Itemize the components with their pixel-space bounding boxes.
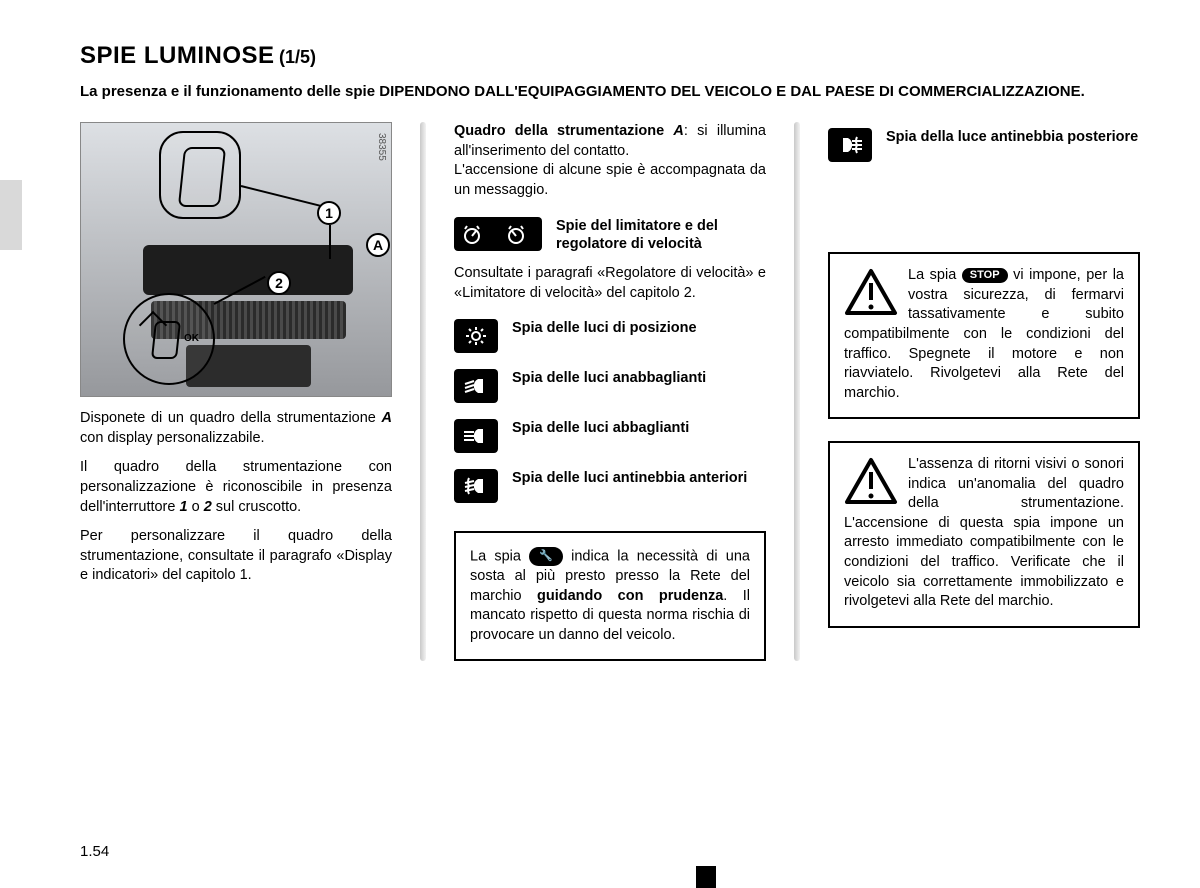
callout-1: 1 (317, 201, 341, 225)
speed-limiter-icon (454, 217, 542, 251)
icon-row-lowbeam: Spia delle luci anabbaglianti (454, 369, 766, 403)
warning-box-feedback: L'assenza di ritorni visivi o sonori ind… (828, 441, 1140, 628)
content-columns: 38355 1 2 A Disponete di un quadro della… (80, 122, 1140, 661)
thumb-tab (0, 180, 22, 250)
title-paren: (1/5) (279, 47, 316, 67)
text: La spia (470, 549, 529, 565)
footer-crop-mark (696, 866, 716, 888)
icon-row-fogrear: Spia della luce antinebbia posteriore (828, 128, 1140, 162)
speed-label: Spie del limitatore e del regolatore di … (556, 217, 766, 255)
bold: guidando con prudenza (537, 588, 723, 604)
fogfront-label: Spia delle luci antinebbia anteriori (512, 469, 766, 488)
fog-rear-icon (828, 128, 872, 162)
icon-row-fogfront: Spia delle luci antinebbia anteriori (454, 469, 766, 503)
col2-intro: Quadro della strumentazione A: si illumi… (454, 122, 766, 200)
dash-screen (143, 245, 353, 295)
text: Disponete di un quadro della strumentazi… (80, 410, 382, 426)
col1-para3: Per personalizzare il quadro della strum… (80, 527, 392, 586)
lowbeam-label: Spia delle luci anabbaglianti (512, 369, 766, 388)
col1-para1: Disponete di un quadro della strumentazi… (80, 409, 392, 448)
text: La spia (908, 267, 962, 283)
ref-1: 1 (179, 499, 187, 515)
title-main: SPIE LUMINOSE (80, 42, 275, 69)
text: sul cruscotto. (212, 499, 301, 515)
warning-triangle-icon (844, 457, 898, 505)
dashboard-photo: 38355 1 2 A (80, 122, 392, 397)
low-beam-icon (454, 369, 498, 403)
column-divider (794, 122, 800, 661)
col1-para2: Il quadro della strumentazione con perso… (80, 458, 392, 517)
warning-feedback-text: L'assenza di ritorni visivi o sonori ind… (844, 455, 1124, 612)
photo-id: 38355 (376, 133, 387, 161)
icon-row-speed: Spie del limitatore e del regolatore di … (454, 217, 766, 255)
position-label: Spia delle luci di posizione (512, 319, 766, 338)
wrench-icon: 🔧 (529, 547, 563, 566)
position-lights-icon (454, 319, 498, 353)
warning-stop-text: La spia STOP vi impone, per la vostra si… (844, 266, 1124, 403)
service-info-box: La spia 🔧 indica la necessità di una sos… (454, 531, 766, 661)
warning-triangle-icon (844, 268, 898, 316)
warning-box-stop: La spia STOP vi impone, per la vostra si… (828, 252, 1140, 419)
text: L'accensione di alcune spie è accompagna… (454, 162, 766, 198)
column-1: 38355 1 2 A Disponete di un quadro della… (80, 122, 392, 661)
service-text: La spia 🔧 indica la necessità di una sos… (470, 547, 750, 645)
ref-A: A (382, 410, 392, 426)
page-number: 1.54 (80, 843, 109, 860)
ref-A: A (673, 123, 683, 139)
page-title: SPIE LUMINOSE (1/5) (80, 42, 1140, 70)
control-outline-1 (159, 131, 241, 219)
highbeam-label: Spia delle luci abbaglianti (512, 419, 766, 438)
text: o (188, 499, 204, 515)
column-2: Quadro della strumentazione A: si illumi… (454, 122, 766, 661)
callout-A: A (366, 233, 390, 257)
high-beam-icon (454, 419, 498, 453)
icon-row-highbeam: Spia delle luci abbaglianti (454, 419, 766, 453)
stop-icon: STOP (962, 268, 1008, 283)
lead-line (241, 185, 325, 208)
control-outline-2 (123, 293, 215, 385)
fog-front-icon (454, 469, 498, 503)
fogrear-label: Spia della luce antinebbia posteriore (886, 128, 1140, 147)
speed-text: Consultate i paragrafi «Regolatore di ve… (454, 264, 766, 303)
column-3: Spia della luce antinebbia posteriore La… (828, 122, 1140, 661)
text: Quadro della strumentazione (454, 123, 673, 139)
lead-line (329, 225, 331, 259)
icon-row-position: Spia delle luci di posizione (454, 319, 766, 353)
column-divider (420, 122, 426, 661)
ref-2: 2 (204, 499, 212, 515)
intro-text: La presenza e il funzionamento delle spi… (80, 82, 1140, 102)
text: con display personalizzabile. (80, 430, 265, 446)
